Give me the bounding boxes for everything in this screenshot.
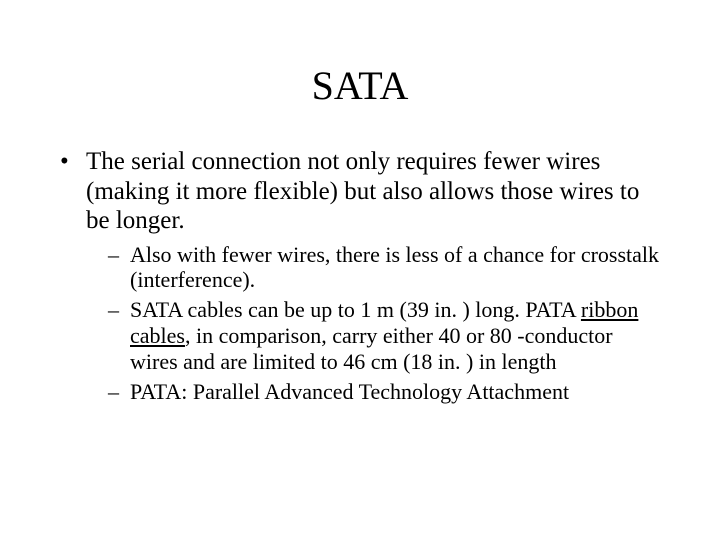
bullet-list-level1: The serial connection not only requires …	[58, 147, 662, 405]
sub-bullet-a: Also with fewer wires, there is less of …	[108, 242, 662, 294]
sub-bullet-b: SATA cables can be up to 1 m (39 in. ) l…	[108, 297, 662, 375]
bullet-main: The serial connection not only requires …	[58, 147, 662, 405]
slide-body: The serial connection not only requires …	[0, 147, 720, 405]
bullet-list-level2: Also with fewer wires, there is less of …	[86, 242, 662, 406]
sub-bullet-c: PATA: Parallel Advanced Technology Attac…	[108, 379, 662, 405]
slide-title: SATA	[0, 62, 720, 109]
slide: SATA The serial connection not only requ…	[0, 62, 720, 540]
sub-b-post: , in comparison, carry either 40 or 80 -…	[130, 323, 613, 374]
sub-b-pre: SATA cables can be up to 1 m (39 in. ) l…	[130, 297, 581, 322]
bullet-main-text: The serial connection not only requires …	[86, 148, 639, 234]
